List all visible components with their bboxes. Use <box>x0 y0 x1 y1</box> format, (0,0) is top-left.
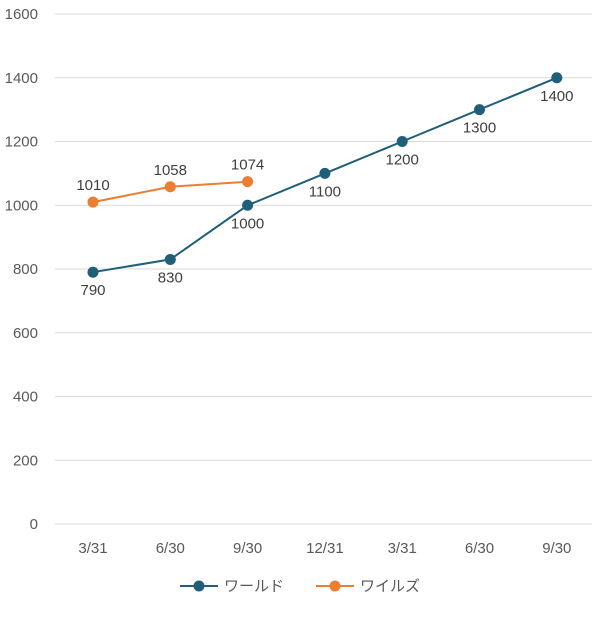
y-tick-label: 1400 <box>5 70 38 87</box>
y-tick-label: 1600 <box>5 6 38 23</box>
y-tick-label: 600 <box>13 325 38 342</box>
legend: ワールド ワイルズ <box>180 577 420 595</box>
data-label: 1100 <box>309 183 341 200</box>
data-point <box>551 72 563 84</box>
data-point <box>396 136 408 147</box>
data-labels: 790 830 1000 1100 1200 1300 1400 1010 1058 1074 <box>76 88 573 299</box>
y-tick-label: 1000 <box>5 197 38 214</box>
data-label: 1058 <box>154 162 187 179</box>
x-tick-label: 3/31 <box>388 540 417 557</box>
series-lines <box>87 72 563 278</box>
legend-item-2: ワイルズ <box>316 577 420 595</box>
y-tick-label: 200 <box>13 452 38 469</box>
y-tick-label: 0 <box>30 516 38 533</box>
legend-label: ワールド <box>224 577 284 595</box>
data-point <box>242 199 254 211</box>
x-tick-label: 6/30 <box>156 540 185 557</box>
data-label: 1300 <box>463 120 496 137</box>
data-label: 1400 <box>540 88 573 105</box>
y-tick-label: 1200 <box>5 134 38 151</box>
data-label: 830 <box>158 269 183 286</box>
data-label: 1000 <box>231 215 264 232</box>
data-label: 1074 <box>231 157 264 174</box>
legend-marker <box>193 580 205 592</box>
x-tick-label: 6/30 <box>465 540 494 557</box>
x-axis-tick-labels: 3/31 6/30 9/30 12/31 3/31 6/30 9/30 <box>78 540 571 557</box>
legend-label: ワイルズ <box>360 577 420 595</box>
x-tick-label: 9/30 <box>542 540 571 557</box>
data-label: 790 <box>80 282 105 299</box>
y-tick-label: 400 <box>13 389 38 406</box>
data-point <box>164 181 176 193</box>
x-tick-label: 3/31 <box>78 540 107 557</box>
legend-item-1: ワールド <box>180 577 284 595</box>
gridlines <box>55 13 592 525</box>
data-point <box>319 167 331 179</box>
x-tick-label: 12/31 <box>306 540 344 557</box>
data-point <box>164 253 176 265</box>
legend-marker <box>329 580 341 592</box>
data-point <box>242 176 254 188</box>
data-label: 1200 <box>386 152 419 169</box>
y-tick-label: 800 <box>13 261 38 278</box>
y-axis-tick-labels: 0 200 400 600 800 1000 1200 1400 1600 <box>5 6 38 533</box>
data-point <box>87 266 99 278</box>
data-point <box>87 196 99 208</box>
data-point <box>474 104 485 116</box>
x-tick-label: 9/30 <box>233 540 262 557</box>
data-label: 1010 <box>76 177 109 194</box>
